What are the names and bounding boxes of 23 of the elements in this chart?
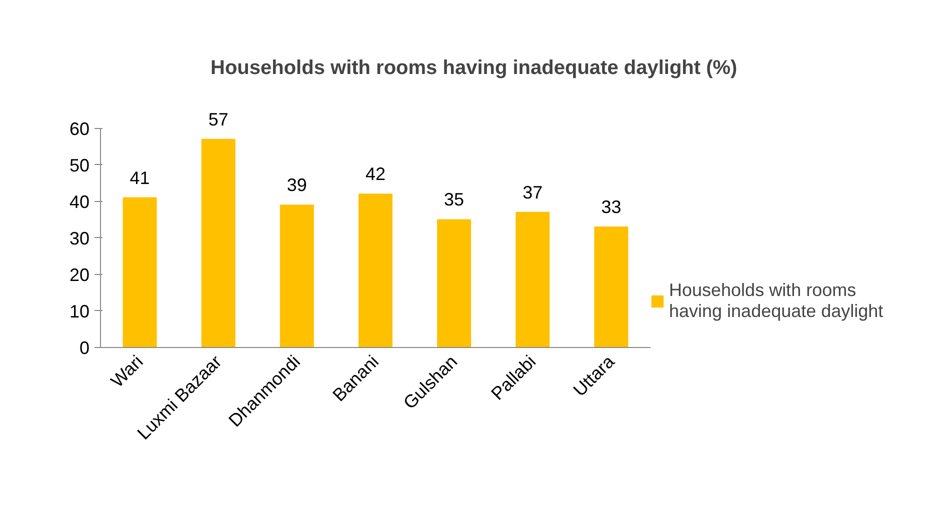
legend-label: Households with rooms having inadequate daylight [669, 280, 884, 322]
y-tick-label: 60 [69, 118, 90, 139]
y-tick-label: 10 [69, 301, 90, 322]
y-tick-label: 0 [79, 338, 90, 358]
bar [122, 197, 157, 348]
y-tick-label: 50 [69, 155, 90, 176]
data-label: 57 [208, 109, 228, 130]
y-tick-label: 20 [69, 264, 90, 285]
bar [358, 194, 392, 348]
bar [594, 226, 628, 348]
data-label: 35 [444, 190, 464, 210]
data-label: 42 [365, 164, 386, 184]
bar [516, 212, 550, 348]
data-label: 33 [601, 197, 622, 217]
data-label: 37 [522, 182, 543, 202]
y-tick-label: 40 [69, 192, 90, 212]
data-label: 41 [130, 168, 150, 188]
chart-title: Households with rooms having inadequate daylight (%) [210, 57, 738, 79]
bar [437, 219, 472, 348]
y-tick-label: 30 [69, 228, 90, 248]
data-label: 39 [286, 175, 307, 196]
bar [280, 204, 314, 348]
bar [201, 138, 236, 348]
